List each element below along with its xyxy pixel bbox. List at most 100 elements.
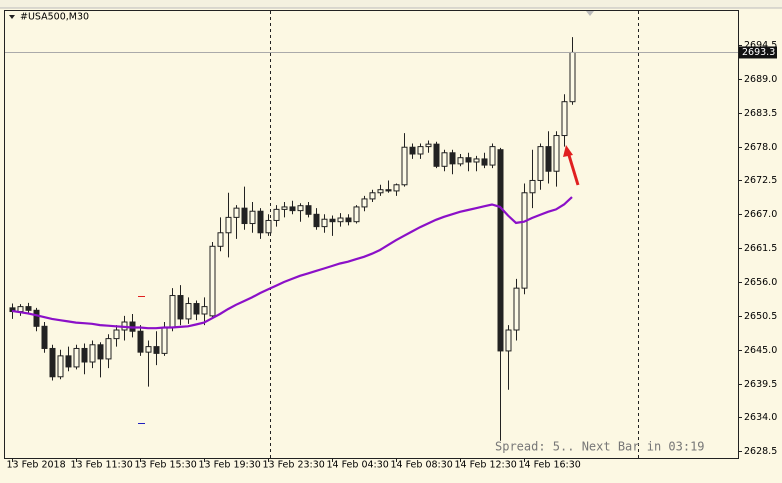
candle-body [457, 157, 464, 165]
toolbar-strip [0, 0, 782, 8]
arrow-annotation [566, 151, 580, 186]
candle-body [249, 210, 256, 225]
candle-body [473, 158, 480, 163]
candle-body [289, 206, 296, 212]
candle-body [521, 192, 528, 289]
x-tick-label: 14 Feb 08:30 [391, 460, 453, 471]
candle-body [161, 327, 168, 354]
candle-body [513, 287, 520, 331]
candle-body [377, 189, 384, 194]
candle-body [441, 152, 448, 167]
candle-body [465, 157, 472, 163]
y-tick-label: 2689.0 [744, 74, 777, 85]
candle-body [145, 346, 152, 353]
candle-body [105, 338, 112, 360]
x-tick-label: 13 Feb 15:30 [135, 460, 197, 471]
candle-body [529, 179, 536, 194]
candle-body [201, 306, 208, 315]
y-tick-label: 2694.5 [744, 40, 777, 51]
y-tick-label: 2678.0 [744, 142, 777, 153]
candle-body [537, 146, 544, 181]
candle-body [329, 218, 336, 223]
candle-body [185, 303, 192, 320]
candle-body [361, 198, 368, 208]
candle-body [193, 303, 200, 315]
candle-body [481, 158, 488, 166]
x-tick-label: 14 Feb 04:30 [327, 460, 389, 471]
current-price-label: 2693.3 [742, 47, 775, 58]
candle-body [41, 325, 48, 349]
candle-body [33, 309, 40, 327]
candle-body [393, 184, 400, 192]
candle-body [137, 330, 144, 353]
candle-body [273, 208, 280, 221]
y-tick-label: 2645.0 [744, 345, 777, 356]
candle-body [497, 149, 504, 352]
candle-body [217, 232, 224, 247]
candle-body [569, 51, 576, 103]
candle-body [113, 329, 120, 340]
plot-area [9, 37, 576, 441]
y-tick-label: 2656.0 [744, 277, 777, 288]
y-tick-label: 2634.0 [744, 412, 777, 423]
candle-body [65, 355, 72, 368]
x-tick-label: 13 Feb 19:30 [199, 460, 261, 471]
candle-body [177, 295, 184, 320]
candle-body [545, 146, 552, 172]
candle-body [425, 143, 432, 148]
title-menu-icon[interactable] [9, 15, 15, 19]
candle-body [305, 205, 312, 215]
y-tick-label: 2639.5 [744, 379, 777, 390]
candle-body [25, 306, 32, 311]
candle-body [281, 206, 288, 210]
candle-body [369, 192, 376, 200]
x-tick-label: 13 Feb 23:30 [263, 460, 325, 471]
y-tick-label: 2683.5 [744, 108, 777, 119]
candle-body [209, 245, 216, 317]
candle-body [57, 355, 64, 378]
candle-body [169, 295, 176, 329]
candle-body [49, 347, 56, 378]
candle-body [265, 219, 272, 234]
candle-body [257, 210, 264, 234]
candle-body [449, 152, 456, 165]
candle-body [89, 344, 96, 363]
moving-average [11, 196, 573, 330]
candle-body [385, 189, 392, 192]
candle-body [433, 143, 440, 167]
candle-body [345, 217, 352, 223]
candle-body [337, 217, 344, 223]
x-tick-label: 14 Feb 16:30 [519, 460, 581, 471]
candle-body [73, 347, 80, 368]
y-tick-label: 2650.5 [744, 311, 777, 322]
candle-body [561, 101, 568, 137]
candle-body [313, 213, 320, 228]
candle-body [505, 329, 512, 352]
candle-body [401, 146, 408, 186]
x-tick-label: 14 Feb 12:30 [455, 460, 517, 471]
y-tick-label: 2672.5 [744, 175, 777, 186]
price-label-box [739, 46, 777, 59]
chart-title: #USA500,M30 [20, 12, 89, 23]
candle-body [17, 306, 24, 313]
candle-body [153, 346, 160, 354]
y-tick-label: 2667.0 [744, 209, 777, 220]
candle-body [553, 135, 560, 172]
arrow-head [563, 145, 573, 157]
candle-body [409, 146, 416, 155]
shift-marker [586, 11, 594, 16]
candle-body [353, 206, 360, 223]
candle-body [417, 146, 424, 155]
candle-body [297, 205, 304, 212]
candle-body [97, 344, 104, 360]
candle-body [489, 146, 496, 166]
status-annotation: Spread: 5.. Next Bar in 03:19 [495, 440, 705, 454]
candle-body [321, 218, 328, 228]
y-tick-label: 2628.5 [744, 446, 777, 457]
x-tick-label: 13 Feb 2018 [7, 460, 66, 471]
candle-body [225, 216, 232, 234]
plot-frame [4, 10, 739, 459]
candle-body [233, 207, 240, 218]
